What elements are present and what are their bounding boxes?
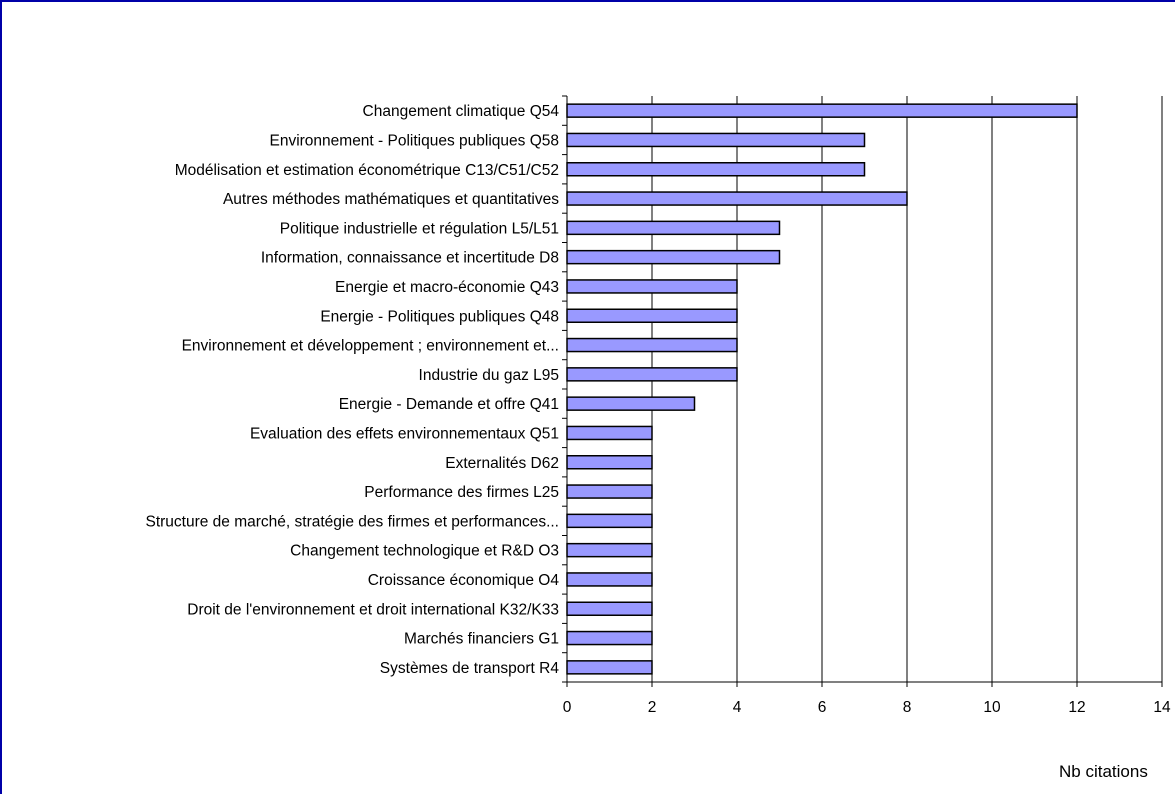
category-label-8: Environnement et développement ; environ… xyxy=(182,338,559,355)
category-label-14: Structure de marché, stratégie des firme… xyxy=(145,513,559,530)
bar-13 xyxy=(566,484,653,499)
category-label-6: Energie et macro-économie Q43 xyxy=(335,279,559,296)
category-labels: Changement climatique Q54 Environnement -… xyxy=(145,103,559,677)
category-label-2: Modélisation et estimation économétrique… xyxy=(175,162,559,179)
category-label-12: Externalités D62 xyxy=(445,455,559,472)
bar-2 xyxy=(566,162,866,177)
category-label-9: Industrie du gaz L95 xyxy=(419,367,559,384)
bar-19 xyxy=(566,660,653,675)
bar-12 xyxy=(566,455,653,470)
bar-15 xyxy=(566,542,653,558)
category-label-4: Politique industrielle et régulation L5/… xyxy=(280,220,559,237)
category-label-0: Changement climatique Q54 xyxy=(363,103,560,120)
x-axis-title: Nb citations xyxy=(1059,762,1148,781)
gridlines xyxy=(562,95,1163,687)
x-tick-label-8: 8 xyxy=(903,699,912,716)
bar-9 xyxy=(566,367,738,382)
bar-8 xyxy=(566,337,738,353)
category-label-5: Information, connaissance et incertitude… xyxy=(261,250,559,267)
bar-4 xyxy=(566,220,781,236)
bar-18 xyxy=(566,630,653,646)
bar-0 xyxy=(566,103,1078,118)
x-tick-label-10: 10 xyxy=(983,699,1001,716)
category-label-3: Autres méthodes mathématiques et quantit… xyxy=(223,191,559,208)
category-label-1: Environnement - Politiques publiques Q58 xyxy=(269,132,559,149)
x-tick-labels: 0 2 4 6 8 10 12 14 xyxy=(563,699,1171,716)
category-label-19: Systèmes de transport R4 xyxy=(380,660,560,677)
bar-1 xyxy=(566,132,866,148)
bar-10 xyxy=(566,396,696,411)
bar-14 xyxy=(566,513,653,529)
category-label-13: Performance des firmes L25 xyxy=(364,484,559,501)
category-label-18: Marchés financiers G1 xyxy=(404,631,559,648)
category-label-17: Droit de l'environnement et droit intern… xyxy=(187,601,559,618)
bar-5 xyxy=(566,249,781,265)
category-label-7: Energie - Politiques publiques Q48 xyxy=(320,308,559,325)
bar-11 xyxy=(566,425,653,441)
category-label-10: Energie - Demande et offre Q41 xyxy=(339,396,559,413)
x-tick-label-6: 6 xyxy=(818,699,827,716)
category-label-11: Evaluation des effets environnementaux Q… xyxy=(250,425,559,442)
x-tick-label-0: 0 xyxy=(563,699,572,716)
bar-17 xyxy=(566,601,653,616)
category-label-16: Croissance économique O4 xyxy=(368,572,560,589)
bar-6 xyxy=(566,279,738,294)
category-label-15: Changement technologique et R&D O3 xyxy=(290,543,559,560)
bar-3 xyxy=(566,191,908,206)
bar-16 xyxy=(566,572,653,587)
x-tick-label-12: 12 xyxy=(1068,699,1085,716)
bars xyxy=(566,103,1078,675)
x-tick-label-2: 2 xyxy=(648,699,657,716)
bar-7 xyxy=(566,308,738,323)
x-tick-label-4: 4 xyxy=(733,699,742,716)
x-tick-label-14: 14 xyxy=(1153,699,1171,716)
